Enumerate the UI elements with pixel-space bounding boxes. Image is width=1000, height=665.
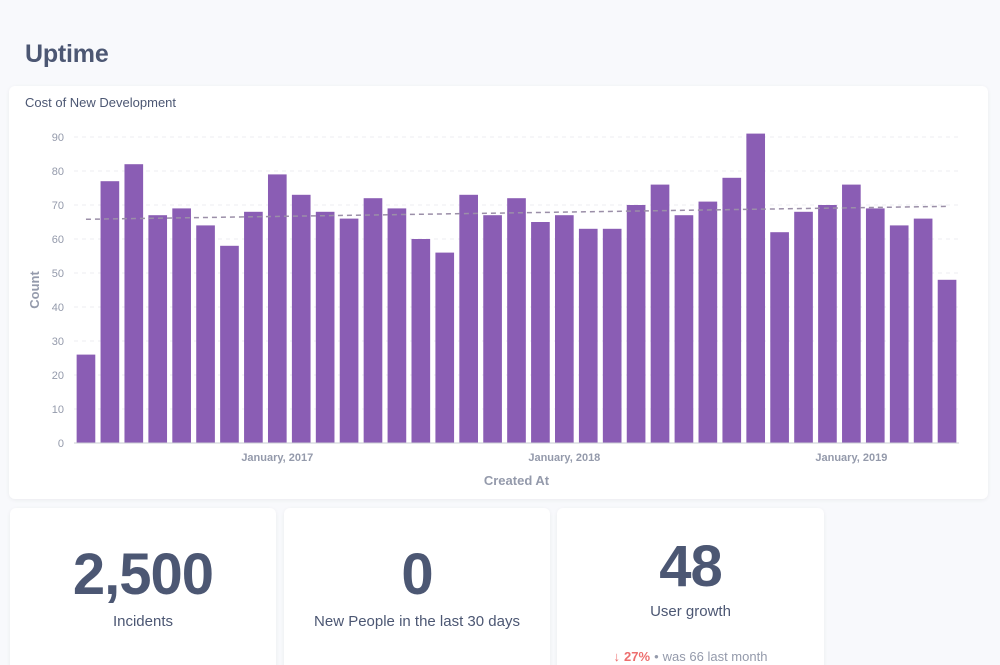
- bar: [291, 194, 311, 443]
- bar: [674, 215, 694, 443]
- dashboard-title: Uptime: [25, 40, 109, 68]
- x-tick-label: January, 2017: [241, 452, 313, 464]
- bar: [722, 177, 742, 444]
- user-growth-card[interactable]: 48 User growth ↓ 27% • was 66 last month: [557, 508, 824, 665]
- y-tick-label: 60: [52, 234, 64, 246]
- bar: [483, 215, 502, 443]
- bar: [459, 194, 478, 443]
- bar: [746, 133, 766, 443]
- incidents-card[interactable]: 2,500 Incidents: [10, 508, 276, 665]
- bar: [76, 354, 96, 443]
- bars: [76, 133, 957, 444]
- bar: [267, 174, 287, 443]
- bar: [698, 201, 718, 443]
- scalar-label[interactable]: User growth: [650, 603, 731, 620]
- scalar-label[interactable]: Incidents: [112, 613, 174, 630]
- new-people-card[interactable]: 0 New People in the last 30 days: [284, 508, 550, 665]
- y-tick-label: 20: [52, 370, 64, 382]
- bar: [387, 208, 407, 443]
- y-axis-ticks: 0 10 20 30 40 50 60 70 80 90: [52, 132, 64, 450]
- bar: [913, 218, 933, 443]
- y-tick-label: 30: [52, 336, 64, 348]
- bar: [100, 181, 120, 443]
- x-tick-label: January, 2018: [528, 452, 600, 464]
- bar: [794, 211, 813, 443]
- bar: [937, 279, 957, 443]
- bar: [865, 208, 885, 443]
- scalar-value: 2,500: [72, 542, 214, 607]
- bar: [339, 218, 359, 443]
- y-tick-label: 40: [52, 302, 64, 314]
- bar: [770, 232, 789, 443]
- y-tick-label: 70: [52, 200, 64, 212]
- y-tick-label: 90: [52, 132, 64, 144]
- trend-indicator: ↓ 27% • was 66 last month: [557, 649, 824, 664]
- bar: [435, 252, 455, 443]
- bar: [531, 222, 550, 443]
- bar: [842, 184, 861, 443]
- x-axis-label: Created At: [484, 473, 550, 488]
- bar: [363, 198, 383, 443]
- bar: [578, 228, 598, 443]
- bar: [507, 198, 526, 443]
- bar: [650, 184, 670, 443]
- y-axis-label: Count: [27, 271, 42, 309]
- y-tick-label: 80: [52, 166, 64, 178]
- scalar-label[interactable]: New People in the last 30 days: [314, 613, 520, 630]
- chart-title[interactable]: Cost of New Development: [25, 95, 177, 110]
- scalar-value: 0: [401, 542, 433, 607]
- x-tick-label: January, 2019: [815, 452, 887, 464]
- bar: [148, 215, 168, 443]
- trend-percent: 27%: [624, 649, 651, 664]
- x-axis: January, 2017 January, 2018 January, 2019: [74, 442, 959, 464]
- bar: [818, 205, 837, 443]
- y-tick-label: 50: [52, 268, 64, 280]
- bar: [220, 245, 239, 443]
- bar: [196, 225, 215, 443]
- bar: [315, 211, 335, 443]
- scalar-value: 48: [659, 534, 723, 599]
- bar: [411, 239, 431, 443]
- y-tick-label: 0: [58, 438, 64, 450]
- trend-period: last month: [707, 649, 768, 664]
- bar: [626, 205, 646, 443]
- chart-card[interactable]: Cost of New Development 0 10 20 30 40 50 60 70 8…: [9, 86, 988, 499]
- trend-previous-value: was 66: [662, 649, 704, 664]
- arrow-down-icon: ↓: [613, 649, 621, 664]
- y-tick-label: 10: [52, 404, 64, 416]
- bar: [555, 215, 574, 443]
- bar: [172, 208, 191, 443]
- bar: [244, 211, 263, 443]
- bar: [124, 164, 144, 443]
- trend-separator: •: [654, 649, 659, 664]
- bar: [602, 228, 622, 443]
- bar: [889, 225, 909, 443]
